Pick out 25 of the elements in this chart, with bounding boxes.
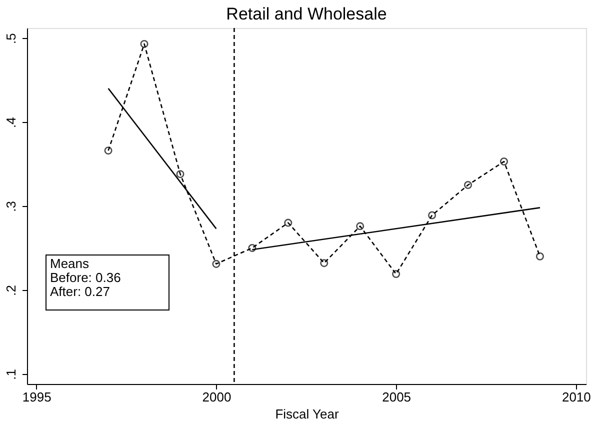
- y-tick-label: .4: [4, 117, 18, 128]
- x-tick-label: 2010: [562, 390, 591, 404]
- chart-title: Retail and Wholesale: [226, 4, 387, 24]
- point: [392, 270, 400, 278]
- point: [212, 260, 220, 268]
- x-tick-label: 1995: [22, 390, 52, 404]
- x-tick-label: 2005: [382, 390, 412, 404]
- point: [104, 146, 112, 155]
- annotation: Means Before: 0.36 After: 0.27: [50, 256, 121, 299]
- point: [356, 222, 364, 230]
- y-tick-label: .5: [4, 33, 18, 44]
- point: [500, 158, 508, 166]
- point: [428, 211, 436, 220]
- y-tick-label: .1: [4, 369, 18, 380]
- point: [536, 252, 544, 260]
- x-axis-title: Fiscal Year: [275, 406, 340, 422]
- y-tick-label: .2: [4, 285, 18, 296]
- point: [284, 218, 292, 227]
- point: [140, 40, 148, 48]
- point: [176, 170, 184, 178]
- point: [248, 244, 256, 252]
- point: [320, 259, 328, 268]
- y-tick-label: .3: [4, 201, 18, 212]
- point: [464, 181, 472, 190]
- x-tick-label: 2000: [202, 390, 232, 404]
